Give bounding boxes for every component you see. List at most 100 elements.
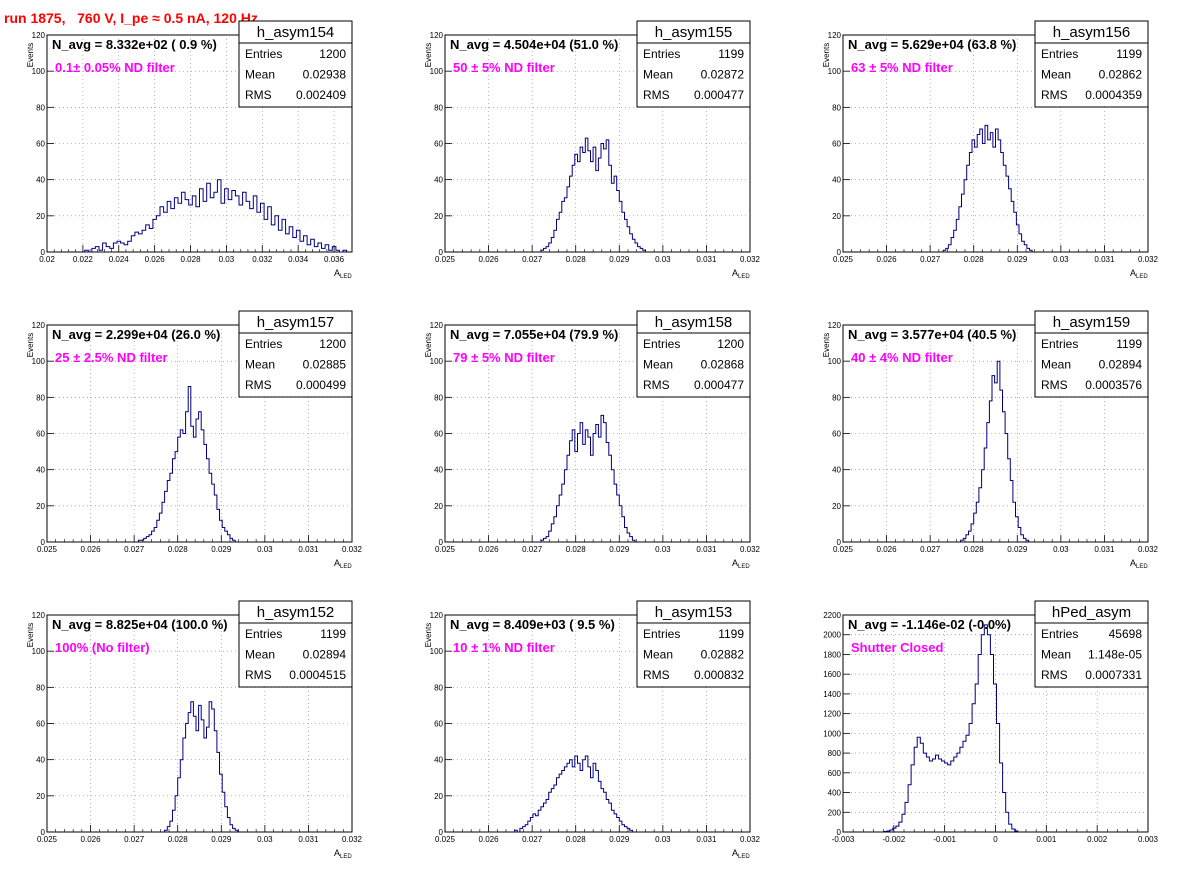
y-tick-label: 60 xyxy=(36,720,45,729)
stats-label: RMS xyxy=(1041,378,1068,392)
stats-label: Entries xyxy=(1041,47,1078,61)
stats-label: Entries xyxy=(1041,627,1078,641)
stats-value: 0.0007331 xyxy=(1085,668,1142,682)
stats-value: 0.02894 xyxy=(303,648,347,662)
x-axis-label: ALED xyxy=(1130,558,1148,570)
stats-value: 0.000477 xyxy=(694,378,744,392)
y-tick-label: 20 xyxy=(36,792,45,801)
x-tick-label: 0.001 xyxy=(1036,835,1057,844)
x-tick-label: 0.032 xyxy=(342,835,363,844)
x-axis-label: ALED xyxy=(732,848,750,860)
y-tick-label: 20 xyxy=(832,502,841,511)
y-tick-label: 120 xyxy=(430,611,444,620)
y-tick-label: 1400 xyxy=(823,690,841,699)
stats-title: h_asym152 xyxy=(257,604,335,621)
x-tick-label: 0.025 xyxy=(435,835,456,844)
y-tick-label: 40 xyxy=(36,756,45,765)
y-tick-label: 0 xyxy=(837,538,842,547)
y-tick-label: 40 xyxy=(36,466,45,475)
stats-title: h_asym158 xyxy=(655,314,733,331)
x-axis-label: ALED xyxy=(334,848,352,860)
stats-label: Mean xyxy=(245,648,275,662)
y-tick-label: 20 xyxy=(434,502,443,511)
y-tick-label: 0 xyxy=(41,538,46,547)
x-tick-label: 0.032 xyxy=(740,835,761,844)
y-tick-label: 20 xyxy=(36,212,45,221)
x-tick-label: 0.029 xyxy=(609,255,630,264)
x-tick-label: 0.022 xyxy=(73,255,94,264)
y-tick-label: 1800 xyxy=(823,650,841,659)
filter-label: Shutter Closed xyxy=(851,640,944,655)
y-tick-label: 120 xyxy=(32,321,46,330)
stats-label: Mean xyxy=(1041,358,1071,372)
histogram-panel-h_asym155: 0.025 0.026 0.027 0.028 0.029 0.03 0.031 0.032 0… xyxy=(424,20,761,280)
histogram-panel-h_asym153: 0.025 0.026 0.027 0.028 0.029 0.03 0.031 0.032 0… xyxy=(424,600,761,860)
y-tick-label: 0 xyxy=(837,248,842,257)
filter-label: 10 ± 1% ND filter xyxy=(453,640,555,655)
stats-box xyxy=(636,310,751,398)
stats-label: Mean xyxy=(1041,648,1071,662)
y-tick-label: 0 xyxy=(439,538,444,547)
y-tick-label: 120 xyxy=(32,31,46,40)
stats-box xyxy=(636,600,751,688)
x-tick-label: 0.025 xyxy=(37,545,58,554)
x-tick-label: 0.032 xyxy=(342,545,363,554)
stats-value: 0.02872 xyxy=(701,68,745,82)
y-tick-label: 120 xyxy=(430,31,444,40)
stats-label: RMS xyxy=(1041,668,1068,682)
stats-label: RMS xyxy=(643,88,670,102)
y-tick-label: 20 xyxy=(434,792,443,801)
stats-value: 1200 xyxy=(717,337,744,351)
x-tick-label: 0.027 xyxy=(920,255,941,264)
y-axis-label: Events xyxy=(822,333,831,357)
histogram-panel-h_asym156: 0.025 0.026 0.027 0.028 0.029 0.03 0.031 0.032 0… xyxy=(822,20,1159,280)
stats-value: 1199 xyxy=(1116,337,1142,351)
stats-value: 0.02938 xyxy=(303,68,347,82)
y-tick-label: 0 xyxy=(41,248,46,257)
y-tick-label: 40 xyxy=(832,466,841,475)
stats-value: 1.148e-05 xyxy=(1088,648,1142,662)
stats-label: RMS xyxy=(643,378,670,392)
x-tick-label: 0.025 xyxy=(37,835,58,844)
y-axis-label: Events xyxy=(424,623,433,647)
y-tick-label: 80 xyxy=(36,103,45,112)
x-tick-label: 0.026 xyxy=(479,835,500,844)
y-tick-label: 40 xyxy=(434,466,443,475)
x-tick-label: 0.03 xyxy=(655,255,671,264)
stats-value: 0.02882 xyxy=(701,648,745,662)
y-tick-label: 100 xyxy=(32,67,46,76)
x-tick-label: 0.027 xyxy=(522,545,543,554)
n-avg-label: N_avg = 7.055e+04 (79.9 %) xyxy=(450,327,618,342)
y-tick-label: 40 xyxy=(36,176,45,185)
y-tick-label: 60 xyxy=(36,140,45,149)
x-tick-label: 0.024 xyxy=(109,255,130,264)
x-tick-label: 0.028 xyxy=(964,545,985,554)
x-tick-label: 0.027 xyxy=(124,545,145,554)
x-tick-label: 0.03 xyxy=(655,835,671,844)
stats-title: h_asym156 xyxy=(1053,24,1131,41)
x-tick-label: 0.03 xyxy=(1053,255,1069,264)
y-tick-label: 100 xyxy=(430,647,444,656)
y-tick-label: 0 xyxy=(41,828,46,837)
x-tick-label: 0.031 xyxy=(1094,545,1115,554)
y-tick-label: 400 xyxy=(828,789,842,798)
y-tick-label: 100 xyxy=(32,357,46,366)
y-tick-label: 40 xyxy=(434,176,443,185)
n-avg-label: N_avg = 8.825e+04 (100.0 %) xyxy=(52,617,228,632)
x-tick-label: 0 xyxy=(993,835,998,844)
stats-label: Mean xyxy=(643,358,673,372)
stats-value: 1199 xyxy=(718,627,744,641)
y-axis-label: Events xyxy=(26,333,35,357)
y-tick-label: 120 xyxy=(32,611,46,620)
y-tick-label: 1000 xyxy=(823,729,841,738)
filter-label: 79 ± 5% ND filter xyxy=(453,350,555,365)
x-tick-label: 0.025 xyxy=(435,545,456,554)
y-tick-label: 60 xyxy=(36,430,45,439)
histogram-panel-h_asym157: 0.025 0.026 0.027 0.028 0.029 0.03 0.031 0.032 0… xyxy=(26,310,363,570)
histogram-line xyxy=(540,137,646,252)
x-tick-label: 0.032 xyxy=(740,545,761,554)
stats-label: RMS xyxy=(643,668,670,682)
n-avg-label: N_avg = 5.629e+04 (63.8 %) xyxy=(848,37,1016,52)
y-tick-label: 100 xyxy=(32,647,46,656)
